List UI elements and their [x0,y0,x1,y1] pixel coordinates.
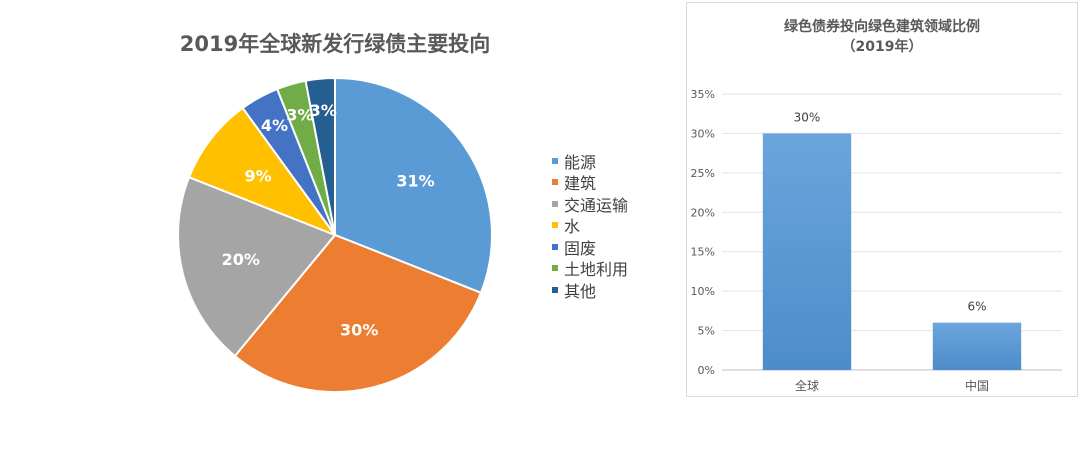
legend-swatch [552,200,558,207]
pie-legend: 能源 建筑 交通运输水固废 土地利用 其他 [552,150,628,301]
legend-item: 能源 [552,150,628,172]
legend-label: 建筑 [564,174,597,194]
legend-label: 水 [564,217,581,237]
pie-chart: 31%30%20%9%4%3%3% [177,76,493,393]
legend-label: 交通运输 [564,195,629,215]
pie-data-label: 31% [396,171,434,190]
pie-data-label: 20% [222,250,260,269]
pie-slice [233,233,483,393]
pie-slice [304,76,336,236]
pie-chart-panel: 2019年全球新发行绿债主要投向 31% 30% 20% 9% 4% 3% 3% 能源 建筑交… [177,32,628,393]
bar-chart-title: 绿色债券投向绿色建筑领域比例 [784,19,980,35]
y-tick-label: 0% [698,364,715,377]
legend-label: 其他 [564,281,597,301]
pie-chart-title: 2019年全球新发行绿债主要投向 [179,32,491,56]
legend-swatch [552,179,558,186]
legend-label: 能源 [564,152,597,172]
legend-item: 交通运输 [552,193,628,215]
bar-chart-title-block: 绿色债券投向绿色建筑领域比例 （2019年） [687,17,1077,57]
pie-slice [177,175,337,358]
y-tick-label: 5% [698,325,715,338]
bar-chart-subtitle: （2019年） [841,39,923,55]
bar-data-label: 30% [794,110,821,124]
y-tick-label: 30% [691,127,715,140]
y-tick-label: 10% [691,285,715,298]
bar-chart: 0% 5% 10% 15% 20% 25% 30% 35% 30% 全球 6% 中国 [691,88,1062,393]
bar [762,133,852,370]
pie-data-label: 3% [310,101,337,120]
legend-item: 固废 [552,236,628,258]
bar-chart-panel: 绿色债券投向绿色建筑领域比例 （2019年） 0% 5% 10% 15% 20% 25% 3… [686,2,1078,397]
pie-data-label: 4% [261,116,288,135]
pie-slice [187,106,338,238]
bar [932,322,1022,370]
y-tick-label: 20% [691,206,715,219]
pie-data-label: 3% [286,105,313,124]
legend-item: 其他 [552,279,628,301]
bar-data-label: 6% [967,300,986,314]
legend-swatch [552,243,558,250]
pie-slice [334,76,493,295]
legend-swatch [552,222,558,229]
legend-label: 土地利用 [564,260,629,280]
legend-swatch [552,265,558,272]
pie-data-label: 30% [340,320,378,339]
y-tick-label: 35% [691,88,715,101]
legend-item: 水 [552,215,628,237]
x-tick-label: 全球 [795,378,819,393]
legend-swatch [552,286,558,293]
y-tick-label: 25% [691,167,715,180]
pie-data-label: 9% [245,166,272,185]
legend-label: 固废 [564,238,597,258]
x-tick-label: 中国 [965,378,989,393]
y-tick-label: 15% [691,246,715,259]
legend-item: 土地利用 [552,258,629,280]
legend-item: 建筑 [552,172,628,194]
legend-swatch [552,157,558,164]
